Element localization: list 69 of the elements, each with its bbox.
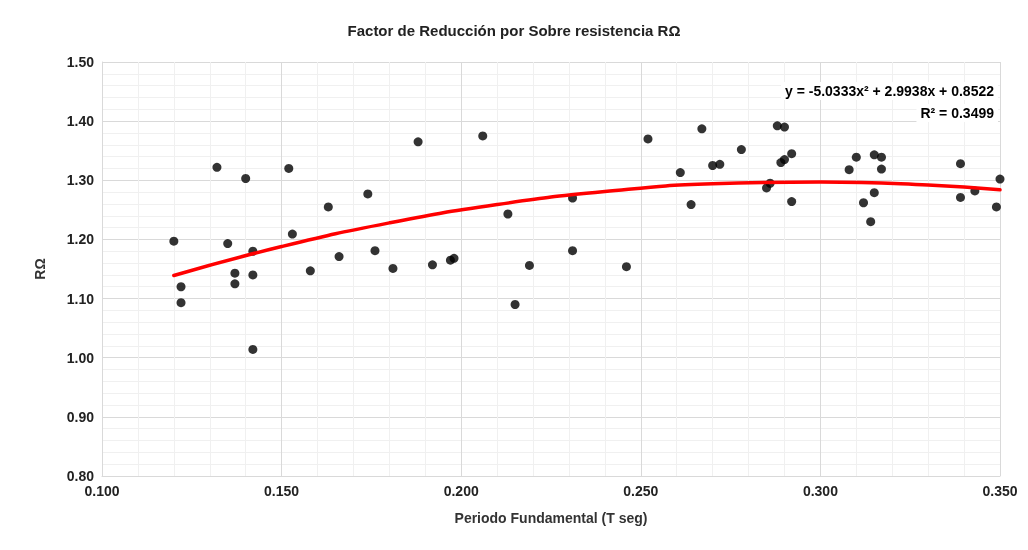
point (334, 252, 344, 262)
point (708, 161, 718, 170)
y-tick-label: 1.20 (66, 231, 95, 248)
point (388, 263, 398, 273)
point (991, 202, 1001, 212)
x-tick-label: 0.300 (802, 483, 839, 499)
point (686, 200, 696, 210)
point (995, 174, 1005, 184)
point (449, 253, 459, 263)
point (230, 279, 240, 289)
point (413, 137, 423, 147)
annotation: y = -5.0333x² + 2.9938x + 0.8522 (784, 83, 995, 99)
x-tick-label: 0.250 (623, 483, 659, 499)
point (787, 149, 797, 159)
y-tick-label: 1.10 (66, 290, 95, 307)
point (305, 266, 315, 276)
point (323, 202, 333, 212)
y-axis-title: RΩ (32, 258, 48, 280)
annotation: R² = 0.3499 (920, 105, 995, 121)
point (478, 131, 488, 141)
point (176, 282, 186, 292)
point (876, 164, 886, 174)
point (568, 246, 578, 256)
point (869, 150, 879, 160)
point (287, 229, 297, 239)
point (176, 298, 186, 308)
point (715, 159, 725, 169)
point (697, 124, 707, 134)
point (859, 198, 868, 208)
point (230, 268, 240, 278)
point (844, 165, 854, 175)
x-axis-title: Periodo Fundamental (T seg) (454, 510, 648, 526)
point (427, 260, 437, 270)
y-tick-label: 1.50 (66, 54, 95, 70)
point (956, 159, 965, 169)
point (248, 344, 258, 354)
point (241, 174, 251, 184)
point (169, 236, 179, 246)
point (248, 270, 258, 280)
point (851, 152, 861, 162)
point (736, 145, 746, 155)
point (370, 246, 380, 256)
x-tick-label: 0.100 (84, 483, 120, 499)
point (643, 134, 653, 144)
point (621, 262, 631, 272)
point (779, 122, 789, 132)
x-tick-label: 0.350 (982, 483, 1018, 499)
point (363, 189, 373, 199)
point (503, 209, 513, 219)
point (956, 192, 965, 202)
point (510, 299, 520, 309)
x-tick-label: 0.200 (443, 483, 479, 499)
point (787, 197, 797, 207)
point (876, 152, 886, 162)
point (869, 188, 879, 198)
point (212, 162, 222, 172)
line-series (172, 180, 1002, 278)
point (284, 163, 294, 173)
point (524, 260, 534, 270)
chart-title: Factor de Reducción por Sobre resistencia RΩ (347, 22, 681, 39)
y-tick-label: 1.30 (66, 172, 95, 189)
point (675, 168, 685, 178)
point (223, 239, 233, 249)
y-tick-label: 0.80 (66, 468, 95, 484)
point (866, 217, 876, 227)
x-tick-label: 0.150 (264, 483, 300, 499)
y-tick-label: 1.40 (66, 113, 95, 130)
y-tick-label: 0.90 (66, 408, 95, 425)
y-tick-label: 1.00 (66, 349, 95, 366)
